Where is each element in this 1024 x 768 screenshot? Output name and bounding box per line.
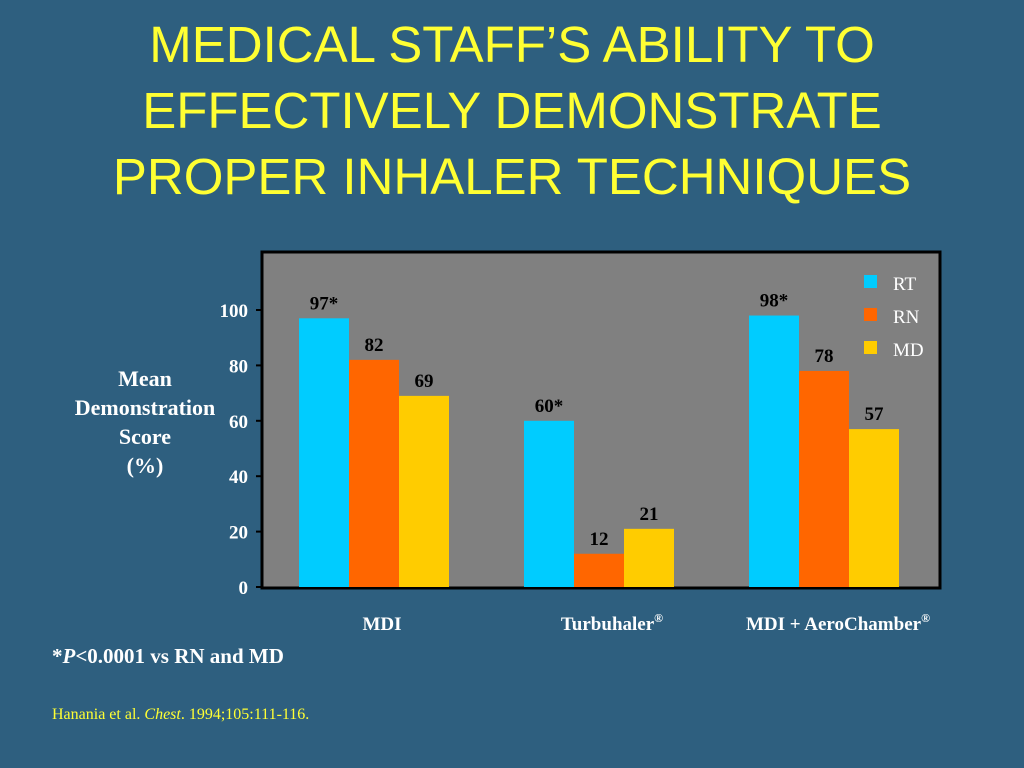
y-axis-label-line-3: Score [118,424,172,449]
title-line-1: MEDICAL STAFF’S ABILITY TO [149,16,875,73]
y-axis-label-line-4: (%) [126,453,164,478]
data-label-md: 57 [865,404,885,425]
y-axis-label-line-1: Mean [118,366,172,391]
y-tick-label: 40 [229,467,248,488]
legend-swatch-rn [864,308,877,321]
bar-md [624,528,674,587]
data-label-md: 21 [640,504,659,525]
data-label-rt: 98* [760,291,789,312]
data-label-rn: 12 [590,529,609,550]
y-tick-label: 0 [239,578,249,599]
x-category-label: MDI [362,614,401,635]
significance-footnote: *P<0.0001 vs RN and MD [52,644,284,669]
source-authors: Hanania et al. [52,706,145,723]
y-tick-label: 20 [229,523,248,544]
data-label-rn: 82 [365,335,384,356]
title-line-3: PROPER INHALER TECHNIQUES [112,148,912,205]
y-axis-label: Mean Demonstration Score (%) [55,364,235,480]
source-details: . 1994;105:111-116. [180,706,310,723]
legend-label-md: MD [893,340,924,361]
x-category-label: Turbuhaler® [561,611,663,635]
y-tick-label: 100 [220,301,249,322]
x-category-label: MDI + AeroChamber® [746,611,930,635]
bar-md [849,429,899,587]
footnote-prefix: * [52,644,63,668]
bar-md [399,395,449,587]
data-label-rt: 97* [310,293,339,314]
legend-label-rn: RN [893,307,920,328]
y-tick-label: 80 [229,356,248,377]
legend-label-rt: RT [893,274,917,295]
legend-swatch-rt [864,275,877,288]
bar-rn [799,370,849,587]
bar-rt [299,318,349,587]
footnote-text: <0.0001 vs RN and MD [75,644,284,668]
source-citation: Hanania et al. Chest. 1994;105:111-116. [52,706,309,724]
y-axis-label-line-2: Demonstration [74,395,216,420]
slide-title: MEDICAL STAFF’S ABILITY TO EFFECTIVELY D… [0,12,1024,210]
data-label-rt: 60* [535,396,564,417]
bar-rt [524,420,574,587]
bar-rt [749,315,799,587]
y-tick-label: 60 [229,412,248,433]
bar-rn [349,359,399,587]
data-label-rn: 78 [815,346,834,367]
legend-swatch-md [864,341,877,354]
bar-rn [574,553,624,587]
title-line-2: EFFECTIVELY DEMONSTRATE [142,82,882,139]
data-label-md: 69 [415,371,434,392]
footnote-p-italic: P [62,644,76,668]
source-journal: Chest [144,706,181,723]
